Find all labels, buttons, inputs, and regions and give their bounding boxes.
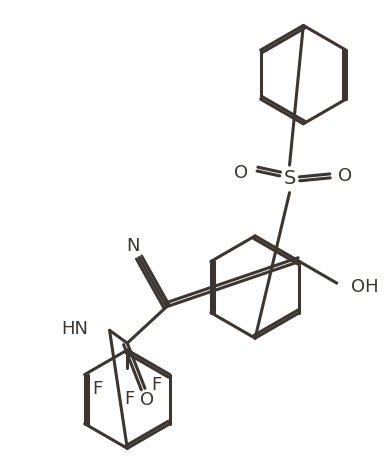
Text: HN: HN	[61, 320, 88, 338]
Text: O: O	[338, 167, 352, 185]
Text: N: N	[126, 237, 140, 255]
Text: S: S	[283, 169, 296, 189]
Text: O: O	[140, 391, 154, 409]
Text: F: F	[124, 390, 134, 408]
Text: F: F	[152, 376, 162, 395]
Text: OH: OH	[351, 278, 378, 296]
Text: O: O	[234, 164, 248, 182]
Text: F: F	[93, 380, 103, 398]
